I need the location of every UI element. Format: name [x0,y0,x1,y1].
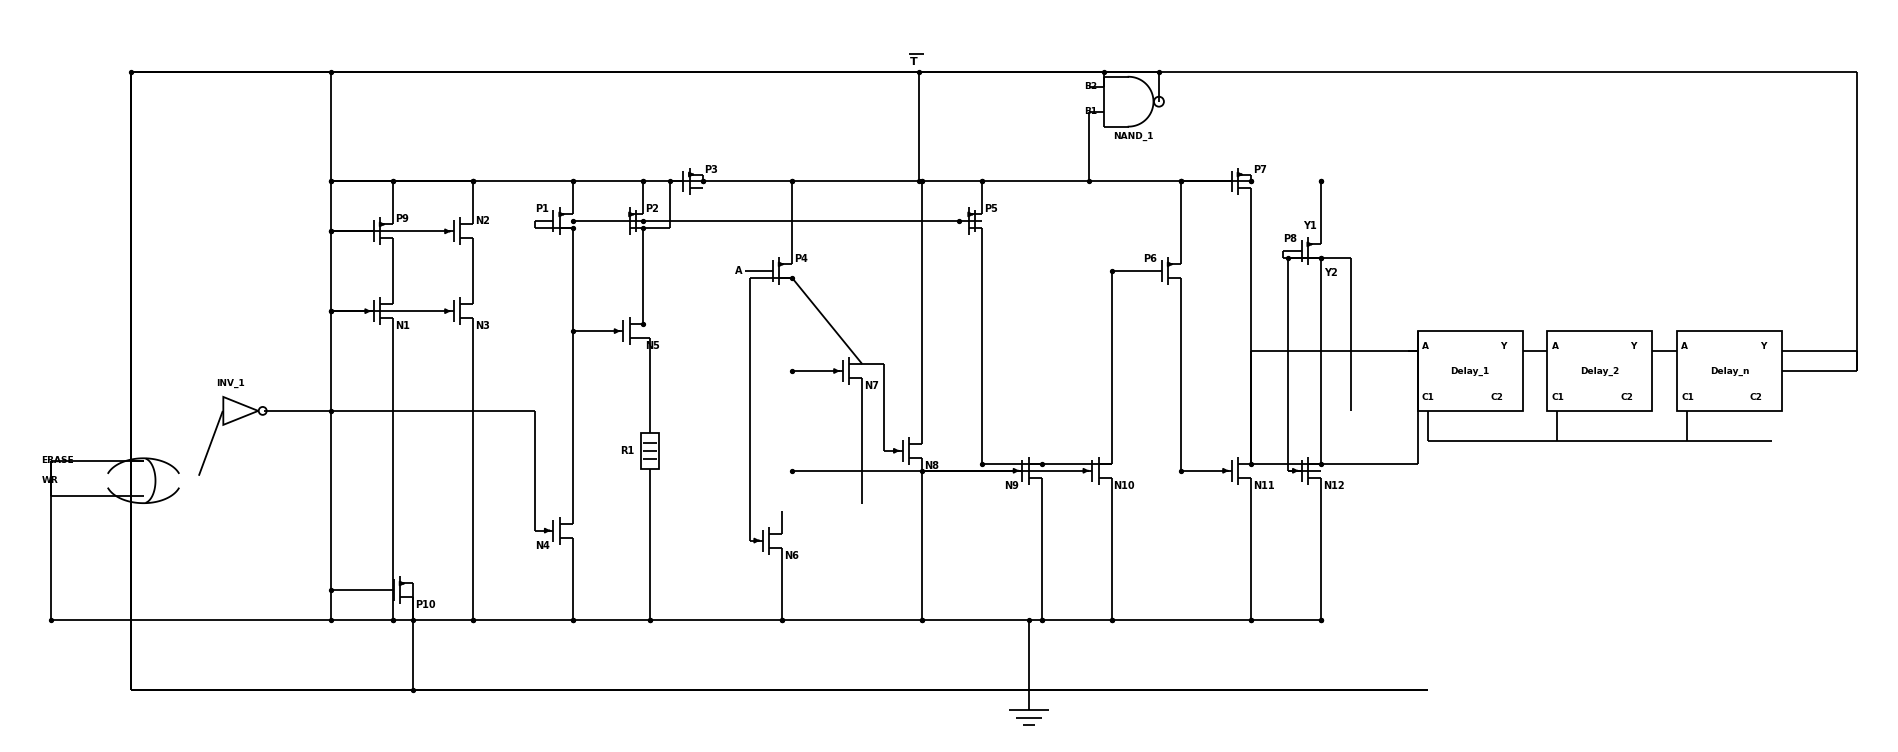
Text: B1: B1 [1084,108,1097,116]
Text: Delay_n: Delay_n [1710,366,1750,375]
Text: C2: C2 [1621,393,1632,402]
Text: P6: P6 [1143,254,1158,264]
Text: INV_1: INV_1 [216,378,245,387]
Text: N4: N4 [535,541,550,550]
Text: C2: C2 [1490,393,1503,402]
Text: P10: P10 [416,600,437,611]
Text: Delay_1: Delay_1 [1450,366,1490,375]
Text: P5: P5 [983,205,998,214]
Text: C1: C1 [1551,393,1564,402]
Text: ERASE: ERASE [42,456,74,465]
Text: C1: C1 [1422,393,1435,402]
Text: P8: P8 [1283,235,1296,244]
Bar [642,433,659,468]
Text: N7: N7 [864,381,879,391]
Bar [1678,331,1782,411]
Text: WR: WR [42,476,59,485]
Text: N11: N11 [1253,481,1275,491]
Text: P3: P3 [704,165,719,174]
Text: R1: R1 [621,446,634,456]
Text: N5: N5 [645,341,661,351]
Text: C2: C2 [1750,393,1763,402]
Text: P4: P4 [795,254,809,264]
Text: N2: N2 [474,217,490,226]
Text: N8: N8 [924,461,940,471]
Text: N12: N12 [1323,481,1344,491]
Text: P9: P9 [395,214,410,224]
Text: P2: P2 [645,205,659,214]
Bar [1547,331,1653,411]
Text: N9: N9 [1004,481,1019,491]
Text: NAND_1: NAND_1 [1114,132,1154,141]
Text: Delay_2: Delay_2 [1581,366,1619,375]
Text: Y1: Y1 [1304,221,1317,232]
Text: N1: N1 [395,321,410,331]
Text: A: A [1682,341,1687,350]
Text: A: A [735,266,742,276]
Text: Y: Y [1501,341,1507,350]
Bar [1418,331,1522,411]
Text: B2: B2 [1084,82,1097,91]
Text: A: A [1551,341,1558,350]
Text: T: T [911,57,919,67]
Text: P7: P7 [1253,165,1268,174]
Text: Y: Y [1759,341,1767,350]
Text: Y2: Y2 [1325,268,1338,278]
Text: C1: C1 [1682,393,1695,402]
Text: N6: N6 [784,550,799,560]
Text: P1: P1 [535,205,549,214]
Text: Y: Y [1630,341,1636,350]
Text: A: A [1422,341,1429,350]
Text: N10: N10 [1114,481,1135,491]
Text: N3: N3 [474,321,490,331]
